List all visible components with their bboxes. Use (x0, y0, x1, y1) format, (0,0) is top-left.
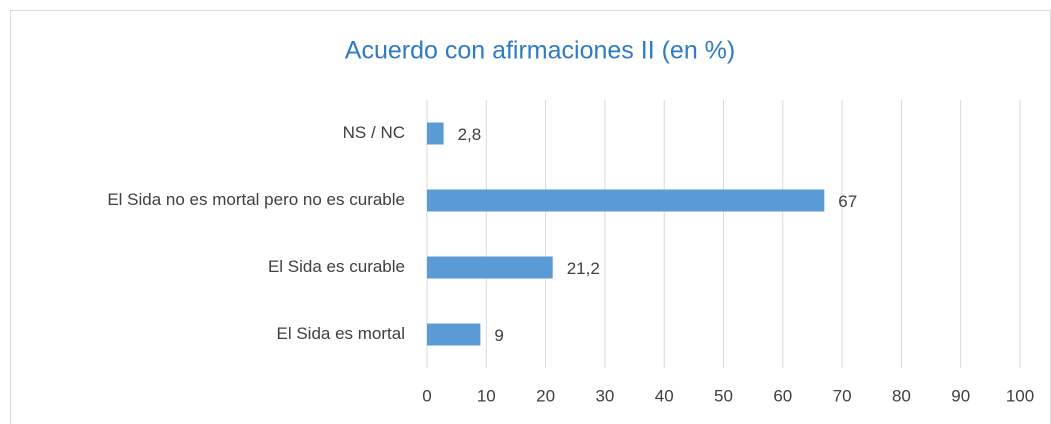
x-tick-label: 60 (773, 386, 792, 405)
x-tick-label: 80 (892, 386, 911, 405)
bar (427, 256, 553, 279)
y-tick-label: El Sida es curable (268, 257, 405, 276)
value-label: 2,8 (458, 125, 482, 144)
chart-title: Acuerdo con afirmaciones II (en %) (345, 37, 735, 65)
y-tick-label: El Sida no es mortal pero no es curable (107, 190, 405, 209)
x-tick-label: 10 (477, 386, 496, 405)
value-label: 67 (838, 192, 857, 211)
value-label: 21,2 (567, 259, 600, 278)
x-tick-label: 30 (595, 386, 614, 405)
bar (427, 189, 825, 212)
x-tick-label: 100 (1006, 386, 1034, 405)
x-tick-label: 20 (536, 386, 555, 405)
x-tick-label: 90 (951, 386, 970, 405)
x-tick-label: 70 (833, 386, 852, 405)
value-label: 9 (494, 326, 503, 345)
bar (427, 122, 444, 145)
x-tick-label: 40 (655, 386, 674, 405)
x-tick-label: 0 (422, 386, 431, 405)
y-tick-label: NS / NC (343, 123, 405, 142)
chart-frame (10, 10, 1051, 424)
x-tick-label: 50 (714, 386, 733, 405)
y-tick-label: El Sida es mortal (277, 324, 406, 343)
bar (427, 323, 481, 346)
